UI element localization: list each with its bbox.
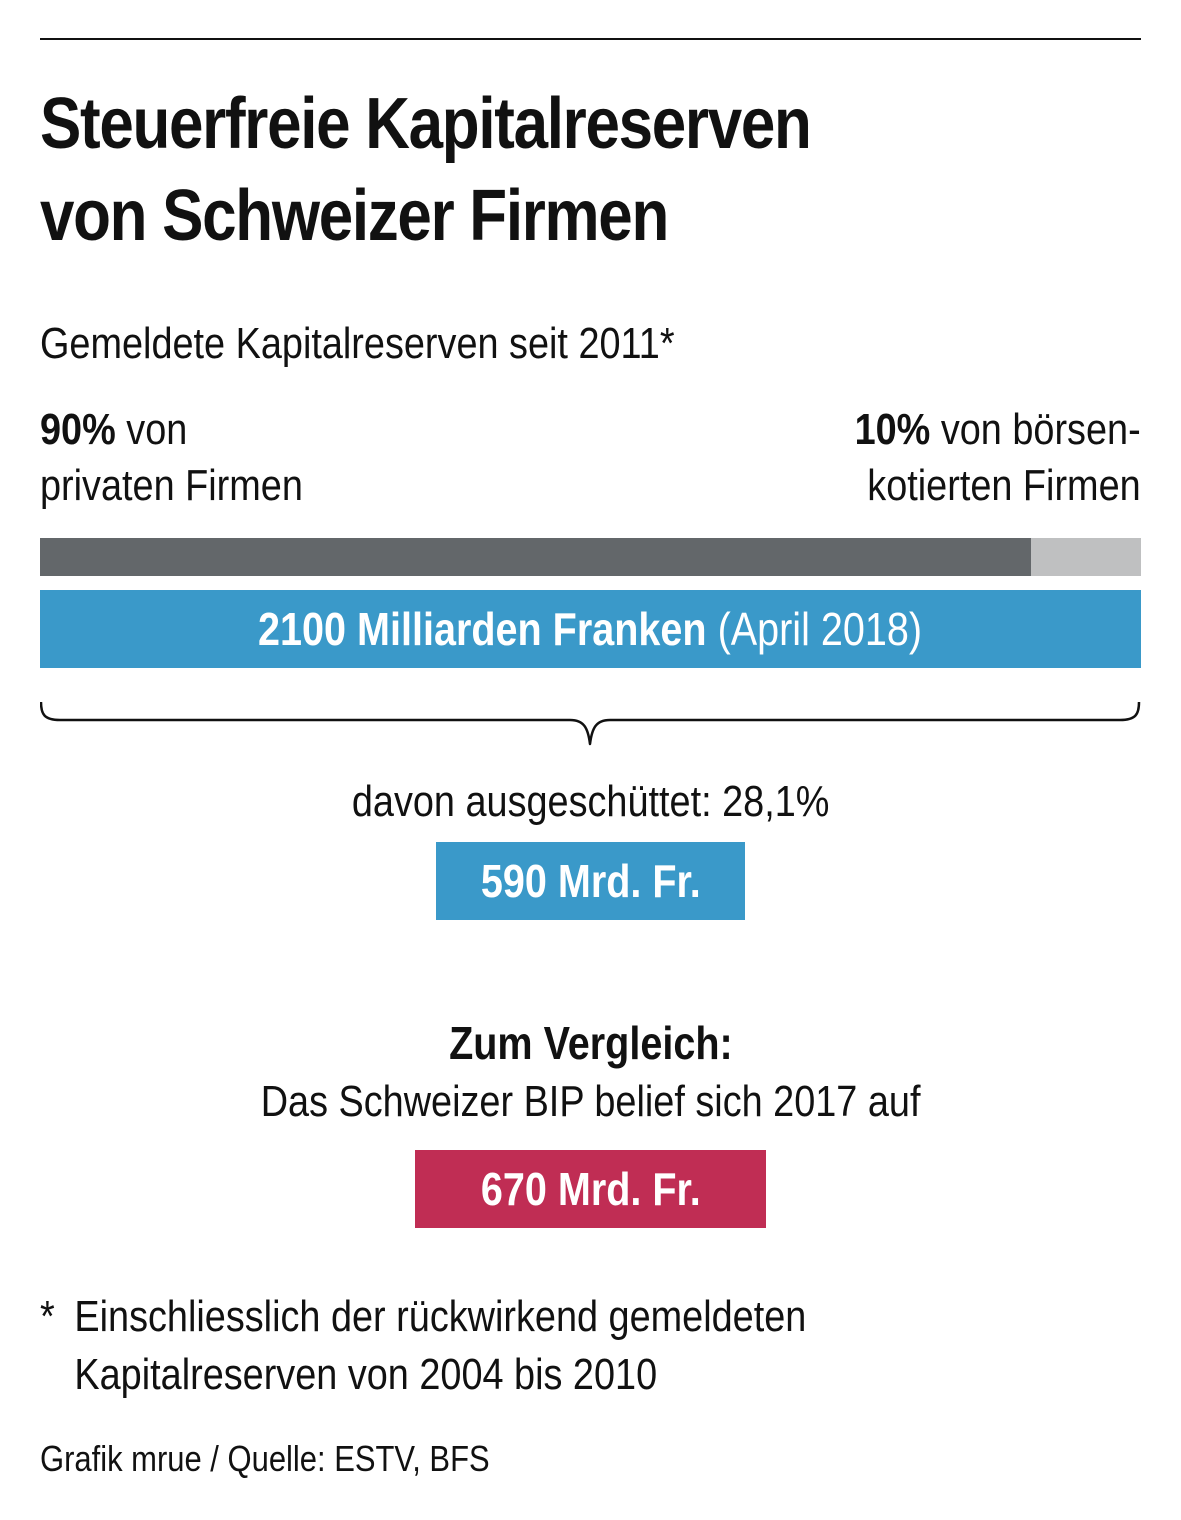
footnote-line-2: Kapitalreserven von 2004 bis 2010 [74, 1350, 658, 1399]
listed-share-percent: 10% [854, 405, 931, 454]
chart-title: Steuerfreie Kapitalreserven von Schweize… [40, 78, 987, 262]
total-label: 2100 Milliarden Franken (April 2018) [258, 602, 922, 656]
gdp-value-label: 670 Mrd. Fr. [480, 1163, 701, 1215]
gdp-value-box: 670 Mrd. Fr. [415, 1150, 766, 1228]
top-rule [40, 38, 1141, 40]
comparison-heading: Zum Vergleich: [448, 1017, 733, 1069]
share-segment-private [40, 538, 1031, 576]
listed-share-text-a: von börsen- [941, 405, 1141, 454]
footnote-line-1: Einschliesslich der rückwirkend gemeldet… [74, 1292, 807, 1341]
total-bar: 2100 Milliarden Franken (April 2018) [40, 590, 1141, 668]
private-share-text-b: privaten Firmen [40, 461, 303, 510]
share-stacked-bar [40, 538, 1141, 576]
private-share-text-a: von [126, 405, 188, 454]
source-credit: Grafik mrue / Quelle: ESTV, BFS [40, 1438, 490, 1479]
total-date-text: (April 2018) [718, 603, 923, 655]
chart-subtitle: Gemeldete Kapitalreserven seit 2011* [40, 319, 675, 368]
private-share-label: 90% von privaten Firmen [40, 402, 303, 514]
comparison-text: Das Schweizer BIP belief sich 2017 auf [260, 1077, 921, 1126]
distributed-value-label: 590 Mrd. Fr. [480, 855, 701, 907]
private-share-percent: 90% [40, 405, 116, 454]
share-segment-listed [1030, 538, 1141, 576]
total-value-text: 2100 Milliarden Franken [258, 603, 708, 655]
listed-share-label: 10% von börsen- kotierten Firmen [855, 402, 1141, 514]
footnote: * Einschliesslich der rückwirkend gemelde… [40, 1288, 987, 1404]
distributed-value-box: 590 Mrd. Fr. [436, 842, 745, 920]
curly-brace [40, 701, 1141, 746]
distributed-text: davon ausgeschüttet: 28,1% [351, 777, 830, 826]
footnote-mark: * [40, 1292, 55, 1341]
listed-share-text-b: kotierten Firmen [867, 461, 1141, 510]
title-line-1: Steuerfreie Kapitalreserven [40, 84, 812, 164]
title-line-2: von Schweizer Firmen [40, 176, 669, 256]
